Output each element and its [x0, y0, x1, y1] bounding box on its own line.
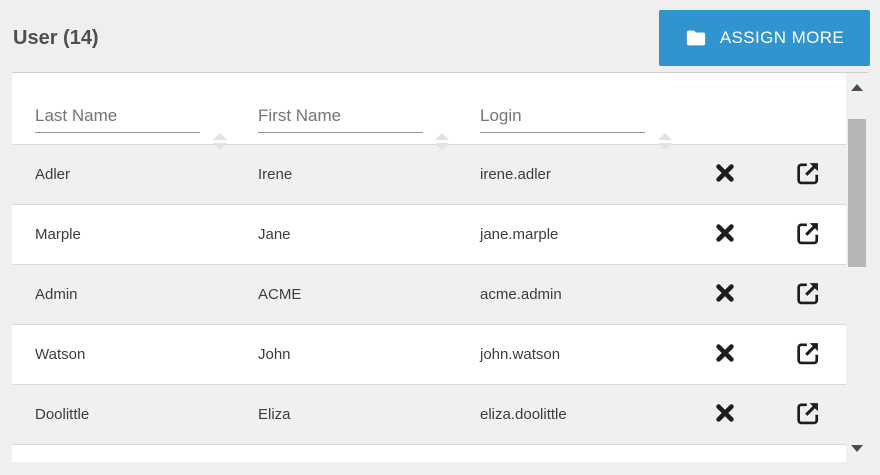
- remove-x-icon: [714, 162, 736, 187]
- sort-login-icon[interactable]: [658, 133, 672, 150]
- remove-user-button[interactable]: [714, 402, 736, 427]
- open-user-button[interactable]: [794, 339, 822, 370]
- open-user-button[interactable]: [794, 459, 822, 462]
- header-cell-first-name: [235, 106, 457, 150]
- filter-last-name-input[interactable]: [35, 106, 200, 133]
- cell-first-name: Irene: [258, 166, 293, 183]
- table-body: Adler Irene irene.adler: [12, 144, 868, 462]
- sort-down-arrow-icon: [435, 143, 449, 150]
- cell-last-name: Doolittle: [35, 406, 90, 423]
- table-row: Adler Irene irene.adler: [12, 144, 846, 204]
- cell-last-name: Watson: [35, 346, 86, 363]
- sort-up-arrow-icon: [435, 133, 449, 140]
- table-header-row: [12, 73, 846, 150]
- scroll-down-button[interactable]: [846, 438, 868, 458]
- remove-user-button[interactable]: [714, 222, 736, 247]
- header-cell-last-name: [12, 106, 235, 150]
- open-external-link-icon: [794, 459, 822, 462]
- open-external-link-icon: [794, 339, 822, 370]
- folder-icon: [685, 27, 707, 49]
- cell-first-name: ACME: [258, 286, 302, 303]
- sort-up-arrow-icon: [658, 133, 672, 140]
- remove-x-icon: [714, 222, 736, 247]
- remove-user-button[interactable]: [714, 282, 736, 307]
- table-row-partial: [12, 444, 846, 462]
- open-user-button[interactable]: [794, 159, 822, 190]
- header-cell-open: [770, 133, 846, 144]
- cell-login: irene.adler: [480, 166, 551, 183]
- table-row: Watson John john.watson: [12, 324, 846, 384]
- cell-login: john.watson: [480, 346, 561, 363]
- scroll-down-arrow-icon: [851, 444, 863, 452]
- cell-first-name: John: [258, 346, 291, 363]
- remove-x-icon: [714, 342, 736, 367]
- remove-user-button[interactable]: [714, 342, 736, 367]
- cell-first-name: Jane: [258, 226, 291, 243]
- sort-down-arrow-icon: [213, 143, 227, 150]
- open-external-link-icon: [794, 399, 822, 430]
- page-title: User (14): [13, 27, 99, 49]
- scrollbar-thumb[interactable]: [848, 119, 866, 267]
- open-external-link-icon: [794, 279, 822, 310]
- cell-login: acme.admin: [480, 286, 562, 303]
- filter-login-input[interactable]: [480, 106, 645, 133]
- open-external-link-icon: [794, 159, 822, 190]
- cell-last-name: Adler: [35, 166, 71, 183]
- open-user-button[interactable]: [794, 279, 822, 310]
- cell-first-name: Eliza: [258, 406, 291, 423]
- filter-first-name-input[interactable]: [258, 106, 423, 133]
- user-table-panel: Adler Irene irene.adler: [12, 72, 868, 462]
- table-row: Marple Jane jane.marple: [12, 204, 846, 264]
- cell-last-name: Admin: [35, 286, 78, 303]
- cell-login: jane.marple: [480, 226, 559, 243]
- cell-login: eliza.doolittle: [480, 406, 567, 423]
- cell-last-name: Marple: [35, 226, 81, 243]
- remove-user-button[interactable]: [714, 162, 736, 187]
- open-user-button[interactable]: [794, 399, 822, 430]
- sort-first-name-icon[interactable]: [435, 133, 449, 150]
- header-cell-remove: [680, 133, 770, 144]
- table-row: Admin ACME acme.admin: [12, 264, 846, 324]
- sort-up-arrow-icon: [213, 133, 227, 140]
- scroll-up-button[interactable]: [846, 77, 868, 97]
- header-cell-login: [457, 106, 680, 150]
- open-external-link-icon: [794, 219, 822, 250]
- assign-more-button[interactable]: ASSIGN MORE: [659, 10, 870, 66]
- sort-down-arrow-icon: [658, 143, 672, 150]
- open-user-button[interactable]: [794, 219, 822, 250]
- remove-x-icon: [714, 402, 736, 427]
- scroll-up-arrow-icon: [851, 83, 863, 91]
- remove-x-icon: [714, 282, 736, 307]
- table-row: Doolittle Eliza eliza.doolittle: [12, 384, 846, 444]
- sort-last-name-icon[interactable]: [213, 133, 227, 150]
- scrollbar[interactable]: [846, 73, 868, 462]
- assign-more-label: ASSIGN MORE: [719, 28, 845, 47]
